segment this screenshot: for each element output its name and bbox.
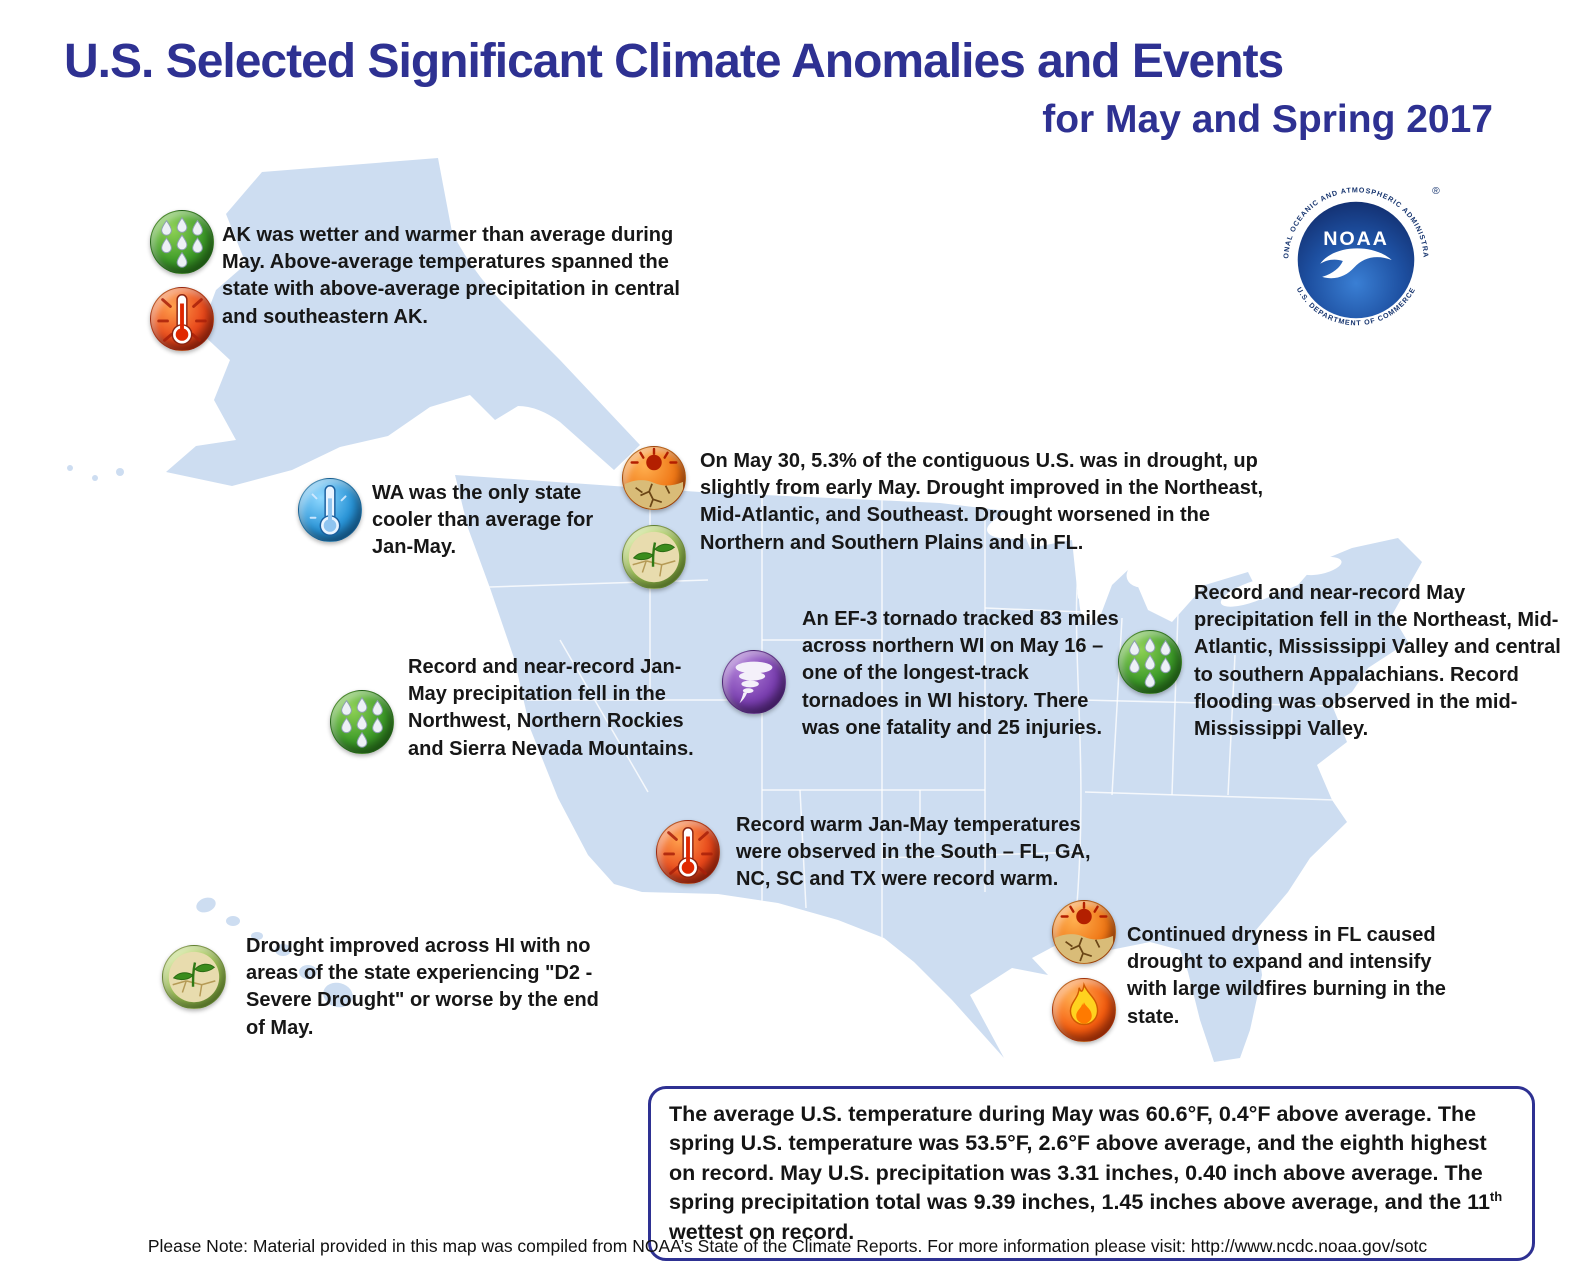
rain-icon (1118, 630, 1182, 694)
summary-text-part2: wettest on record. (669, 1219, 855, 1244)
page-title: U.S. Selected Significant Climate Anomal… (64, 35, 1284, 88)
drought-icon (622, 446, 686, 510)
logo-noaa-word: NOAA (1323, 228, 1389, 250)
thermometer-cold-icon (298, 478, 362, 542)
aleutian-islands (67, 465, 124, 481)
alaska-shape (166, 158, 640, 486)
drought-icon (1052, 900, 1116, 964)
seagull-icon (1320, 248, 1392, 279)
footer-note: Please Note: Material provided in this m… (147, 1236, 1428, 1256)
hawaii-islands (196, 897, 353, 1008)
state-borders (457, 475, 1336, 939)
annotation-text: An EF-3 tornado tracked 83 miles across … (802, 608, 1119, 739)
annotation-text: Continued dryness in FL caused drought t… (1127, 924, 1446, 1028)
annotation-text: Record and near-record May precipitation… (1194, 582, 1561, 740)
fire-icon (1052, 978, 1116, 1042)
rain-icon (330, 690, 394, 754)
thermometer-hot-icon (150, 287, 214, 351)
noaa-logo: NATIONAL OCEANIC AND ATMOSPHERIC ADMINIS… (1262, 166, 1447, 351)
annotation-text: Record and near-record Jan-May precipita… (408, 656, 694, 760)
annotation-text: AK was wetter and warmer than average du… (222, 224, 680, 328)
summary-text-part1: The average U.S. temperature during May … (669, 1102, 1490, 1215)
annotation-text: WA was the only state cooler than averag… (372, 482, 594, 559)
thermometer-hot-icon (656, 820, 720, 884)
annotation-text: Drought improved across HI with no areas… (246, 935, 599, 1039)
summary-box: The average U.S. temperature during May … (648, 1086, 1535, 1262)
page-subtitle: for May and Spring 2017 (1042, 98, 1493, 141)
tornado-icon (722, 650, 786, 714)
annotation-text: Record warm Jan-May temperatures were ob… (736, 814, 1091, 891)
registered-mark: ® (1432, 186, 1440, 197)
sprout-icon (622, 525, 686, 589)
annotation-text: On May 30, 5.3% of the contiguous U.S. w… (700, 450, 1264, 554)
sprout-icon (162, 945, 226, 1009)
summary-text: The average U.S. temperature during May … (669, 1100, 1514, 1247)
summary-superscript: th (1489, 1189, 1503, 1205)
great-lakes (987, 500, 1342, 625)
rain-icon (150, 210, 214, 274)
